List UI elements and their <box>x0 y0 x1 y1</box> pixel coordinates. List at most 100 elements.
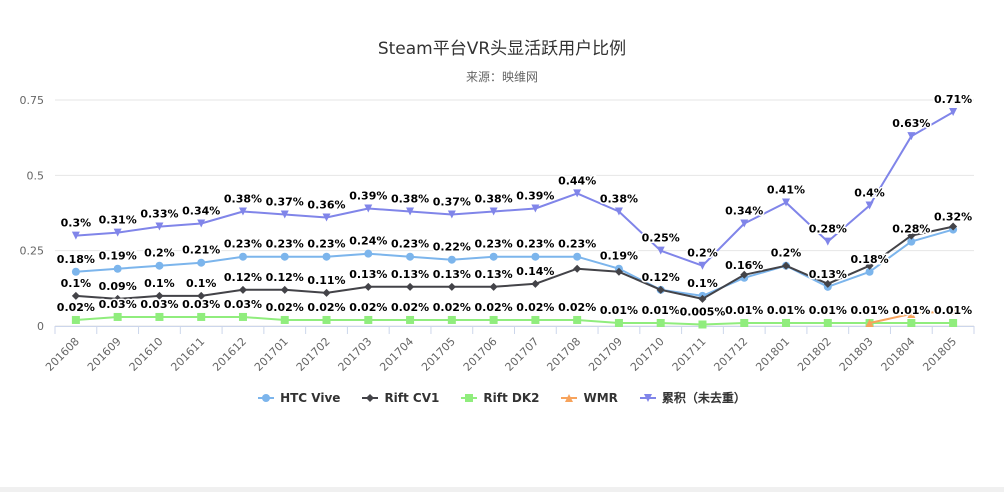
series-line <box>75 228 954 297</box>
data-point <box>364 249 373 258</box>
legend: HTC Vive Rift CV1 Rift DK2 WMR 累积（未去重） <box>0 389 1004 406</box>
data-point <box>740 219 749 228</box>
legend-item[interactable]: WMR <box>561 389 618 406</box>
data-point <box>71 267 80 276</box>
data-label: 0.03% <box>224 298 262 311</box>
data-point <box>322 213 331 222</box>
x-axis: 201608 201609 201610 201611 201612 201701 2017… <box>43 326 975 374</box>
data-label: 0.1% <box>186 277 217 290</box>
series-line <box>75 111 954 267</box>
data-point <box>406 315 415 324</box>
data-label: 0.13% <box>475 268 513 281</box>
data-point <box>322 252 331 261</box>
data-point <box>949 108 958 117</box>
data-point <box>614 207 623 216</box>
data-label: 0.13% <box>391 268 429 281</box>
data-label: 0.39% <box>349 189 387 202</box>
data-label: 0.38% <box>600 192 638 205</box>
x-tick-label: 201702 <box>294 335 333 374</box>
data-label: 0.13% <box>809 268 847 281</box>
data-point <box>949 318 958 327</box>
legend-marker <box>366 393 375 402</box>
data-point <box>155 291 164 300</box>
data-point <box>949 222 958 231</box>
data-label: 0.3% <box>61 217 92 230</box>
data-point <box>907 237 916 246</box>
data-point <box>197 219 206 228</box>
legend-item[interactable]: 累积（未去重） <box>639 389 746 406</box>
legend-label: 累积（未去重） <box>661 391 746 405</box>
legend-symbol-icon <box>639 393 656 402</box>
data-point <box>865 318 874 327</box>
data-label: 0.44% <box>558 174 596 187</box>
data-label: 0.13% <box>433 268 471 281</box>
x-tick-label: 201610 <box>127 335 166 374</box>
series-group <box>71 108 958 329</box>
data-label: 0.01% <box>767 304 805 317</box>
data-label: 0.01% <box>600 304 638 317</box>
legend-symbol-icon <box>258 393 275 402</box>
series-line <box>75 225 954 300</box>
data-label: 0.2% <box>144 247 175 260</box>
data-label: 0.01% <box>642 304 680 317</box>
data-point <box>447 210 456 219</box>
bottom-scroll-bar <box>0 487 1004 492</box>
legend-item[interactable]: Rift CV1 <box>362 389 439 406</box>
data-label: 0.25% <box>642 232 680 245</box>
data-point <box>573 264 582 273</box>
x-tick-label: 201611 <box>168 335 207 374</box>
x-tick-label: 201711 <box>670 335 709 374</box>
x-tick-label: 201612 <box>210 335 249 374</box>
data-label: 0.02% <box>307 301 345 314</box>
legend-symbol-icon <box>561 393 578 402</box>
data-label: 0.01% <box>934 304 972 317</box>
data-point <box>489 282 498 291</box>
data-point <box>573 252 582 261</box>
data-point <box>573 315 582 324</box>
data-label: 0.02% <box>391 301 429 314</box>
x-tick-label: 201804 <box>879 335 918 374</box>
data-label: 0.02% <box>57 301 95 314</box>
data-label: 0.02% <box>349 301 387 314</box>
legend-item[interactable]: HTC Vive <box>258 389 340 406</box>
data-label: 0.02% <box>266 301 304 314</box>
data-labels: 0.18% 0.19% 0.2% 0.21% 0.23% 0.23% 0.23% 0.24% 0… <box>55 92 973 320</box>
legend-label: WMR <box>583 390 618 405</box>
data-label: 0.16% <box>725 259 763 272</box>
data-point <box>782 198 791 207</box>
legend-item[interactable]: Rift DK2 <box>461 389 539 406</box>
x-tick-label: 201609 <box>85 335 124 374</box>
data-point <box>280 252 289 261</box>
data-label: 0.31% <box>99 214 137 227</box>
y-tick-label: 0.75 <box>20 94 45 107</box>
data-point <box>238 207 247 216</box>
data-point <box>531 252 540 261</box>
data-point <box>406 207 415 216</box>
data-point <box>531 315 540 324</box>
x-tick-label: 201705 <box>419 335 458 374</box>
legend-marker <box>643 393 652 402</box>
data-point <box>364 204 373 213</box>
data-label: 0.1% <box>687 277 718 290</box>
x-tick-label: 201803 <box>837 335 876 374</box>
data-point <box>823 318 832 327</box>
data-label: 0.23% <box>266 238 304 251</box>
data-label: 0.22% <box>433 241 471 254</box>
data-label: 0.13% <box>349 268 387 281</box>
data-point <box>71 315 80 324</box>
data-label: 0.38% <box>475 192 513 205</box>
data-point <box>447 255 456 264</box>
data-point <box>614 267 623 276</box>
data-label: 0.18% <box>850 253 888 266</box>
data-label: 0.14% <box>516 265 554 278</box>
data-label: 0.19% <box>99 250 137 263</box>
data-label: 0.01% <box>850 304 888 317</box>
data-label: 0.09% <box>99 280 137 293</box>
data-label: 0.23% <box>558 238 596 251</box>
data-label: 0.21% <box>182 244 220 257</box>
legend-label: Rift DK2 <box>483 390 540 405</box>
series-rift-cv1 <box>71 222 958 303</box>
y-axis: 0 0.25 0.5 0.75 <box>20 94 45 333</box>
legend-marker <box>465 393 474 402</box>
